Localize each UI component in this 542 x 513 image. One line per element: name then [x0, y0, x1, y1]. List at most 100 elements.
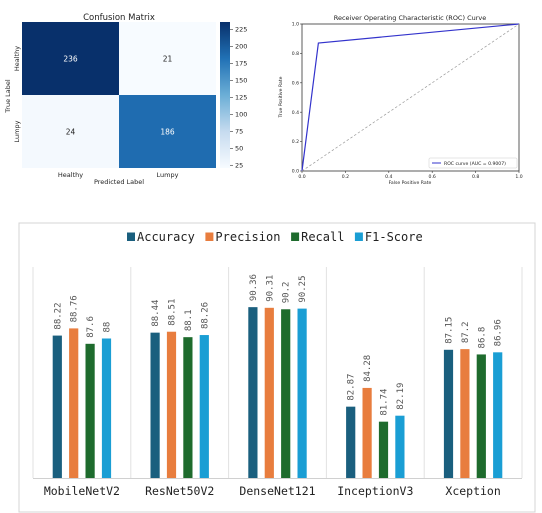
roc-y-tick-label: 0.0 [292, 169, 299, 175]
cm-colorbar [220, 22, 230, 168]
confusion-matrix-chart: Confusion Matrix 236 21 24 186 Healthy Lumpy… [4, 13, 247, 186]
cm-colorbar-tick-label: 175 [235, 60, 247, 68]
cm-x-tick-label: Healthy [58, 171, 83, 179]
roc-title: Receiver Operating Characteristic (ROC) … [334, 14, 487, 22]
bar-xception-recall [476, 354, 486, 478]
bar-mobilenetv2-precision [69, 328, 79, 478]
legend-label-accuracy: Accuracy [137, 230, 195, 244]
bar-value-label: 88.44 [151, 300, 161, 327]
legend-label-precision: Precision [215, 230, 280, 244]
model-metrics-bar-chart: Accuracy Precision Recall F1-Score 88.22 88.… [18, 222, 536, 513]
bar-value-label: 88.51 [168, 299, 178, 326]
bar-value-label: 86.8 [477, 327, 487, 349]
legend-label-f1-score: F1-Score [365, 230, 423, 244]
cm-colorbar-tick-label: 125 [235, 94, 247, 102]
bar-value-label: 82.19 [396, 383, 406, 410]
bar-chart-frame [18, 222, 536, 513]
bar-resnet50v2-precision [166, 331, 177, 478]
bar-mobilenetv2-accuracy [52, 335, 62, 478]
roc-y-tick-label: 0.4 [292, 110, 299, 116]
cm-colorbar-tick-label: 50 [235, 145, 243, 153]
bar-value-label: 90.25 [298, 276, 308, 303]
cm-colorbar-tick-label: 225 [235, 26, 247, 34]
bar-value-label: 90.2 [282, 282, 292, 304]
roc-curve-line [301, 23, 520, 172]
roc-x-axis-label: False Positive Rate [389, 180, 432, 186]
cm-cell-lumpy-lumpy [119, 95, 216, 168]
bar-mobilenetv2-f1-score [101, 338, 112, 478]
bar-resnet50v2-recall [183, 337, 193, 478]
cm-x-axis-label: Predicted Label [94, 178, 144, 186]
cm-cell-lumpy-healthy [22, 95, 119, 168]
cm-y-tick-label: Lumpy [13, 120, 21, 142]
bar-value-label: 87.15 [445, 317, 455, 344]
roc-x-tick-label: 0.8 [472, 174, 479, 180]
cm-colorbar-tick-label: 25 [235, 161, 243, 169]
cm-cell-healthy-lumpy [119, 22, 216, 95]
bar-inceptionv3-f1-score [395, 415, 405, 478]
cm-colorbar-tick-label: 100 [235, 111, 247, 119]
cm-colorbar-tick-label: 75 [235, 128, 243, 136]
roc-legend-label: ROC curve (AUC = 0.9007) [444, 161, 506, 167]
bar-value-label: 88.22 [53, 302, 63, 329]
roc-x-tick-label: 1.0 [515, 174, 522, 180]
cm-cell-healthy-healthy [22, 22, 119, 95]
legend-swatch-f1-score [354, 232, 363, 241]
bar-xception-f1-score [493, 352, 503, 478]
bar-value-label: 88.26 [200, 302, 210, 329]
bar-resnet50v2-f1-score [199, 335, 209, 478]
bar-densenet121-accuracy [248, 307, 258, 478]
bar-category-label: ResNet50V2 [145, 484, 214, 498]
bar-value-label: 84.28 [363, 355, 373, 382]
bar-category-label: MobileNetV2 [44, 484, 120, 498]
cm-cell-healthy-healthy-label: 236 [63, 55, 78, 64]
cm-y-tick-label: Healthy [13, 46, 21, 71]
bar-value-label: 88.76 [70, 295, 80, 322]
cm-cell-lumpy-lumpy-label: 186 [160, 128, 175, 137]
bar-inceptionv3-accuracy [346, 406, 356, 478]
bar-category-label: Xception [445, 484, 500, 498]
bar-value-label: 88 [103, 322, 113, 333]
roc-x-tick-label: 0.2 [342, 174, 349, 180]
bar-category-label: InceptionV3 [337, 484, 413, 498]
bar-category-label: DenseNet121 [239, 484, 315, 498]
roc-legend-box [428, 157, 518, 169]
cm-y-axis-label: True Label [4, 79, 12, 114]
bar-xception-accuracy [443, 349, 454, 478]
cm-x-tick-label: Lumpy [157, 171, 179, 179]
roc-x-tick-label: 0.6 [429, 174, 436, 180]
bar-value-label: 82.87 [347, 374, 357, 401]
cm-cell-lumpy-healthy-label: 24 [66, 128, 76, 137]
bar-densenet121-f1-score [297, 308, 307, 478]
bar-value-label: 90.36 [249, 274, 259, 301]
roc-plot-area [301, 23, 520, 172]
roc-y-tick-label: 0.8 [292, 51, 299, 57]
roc-y-tick-label: 0.6 [292, 80, 299, 86]
bar-densenet121-recall [281, 309, 291, 478]
bar-value-label: 87.6 [86, 316, 96, 338]
bar-value-label: 87.2 [461, 321, 471, 343]
roc-x-tick-label: 0.0 [298, 174, 305, 180]
bar-value-label: 88.1 [184, 309, 194, 331]
roc-chance-line [301, 23, 520, 172]
cm-title: Confusion Matrix [83, 13, 155, 23]
legend-swatch-recall [291, 232, 300, 241]
legend-label-recall: Recall [301, 230, 344, 244]
bar-xception-precision [460, 349, 470, 478]
legend-swatch-accuracy [127, 232, 135, 241]
cm-colorbar-tick-label: 150 [235, 77, 247, 85]
bar-value-label: 81.74 [380, 389, 390, 416]
bar-value-label: 86.96 [494, 319, 504, 346]
roc-y-tick-label: 0.2 [292, 139, 299, 145]
legend-swatch-precision [205, 232, 214, 241]
bar-value-label: 90.31 [265, 275, 275, 302]
roc-y-axis-label: True Positive Rate [278, 76, 284, 118]
cm-colorbar-tick-label: 200 [235, 43, 247, 51]
bar-resnet50v2-accuracy [150, 332, 160, 478]
bar-densenet121-precision [264, 307, 274, 478]
roc-curve-chart: Receiver Operating Characteristic (ROC) … [278, 14, 523, 186]
bar-inceptionv3-recall [378, 421, 389, 478]
cm-cell-healthy-lumpy-label: 21 [163, 55, 173, 64]
bar-inceptionv3-precision [362, 387, 372, 478]
bar-mobilenetv2-recall [85, 343, 95, 478]
